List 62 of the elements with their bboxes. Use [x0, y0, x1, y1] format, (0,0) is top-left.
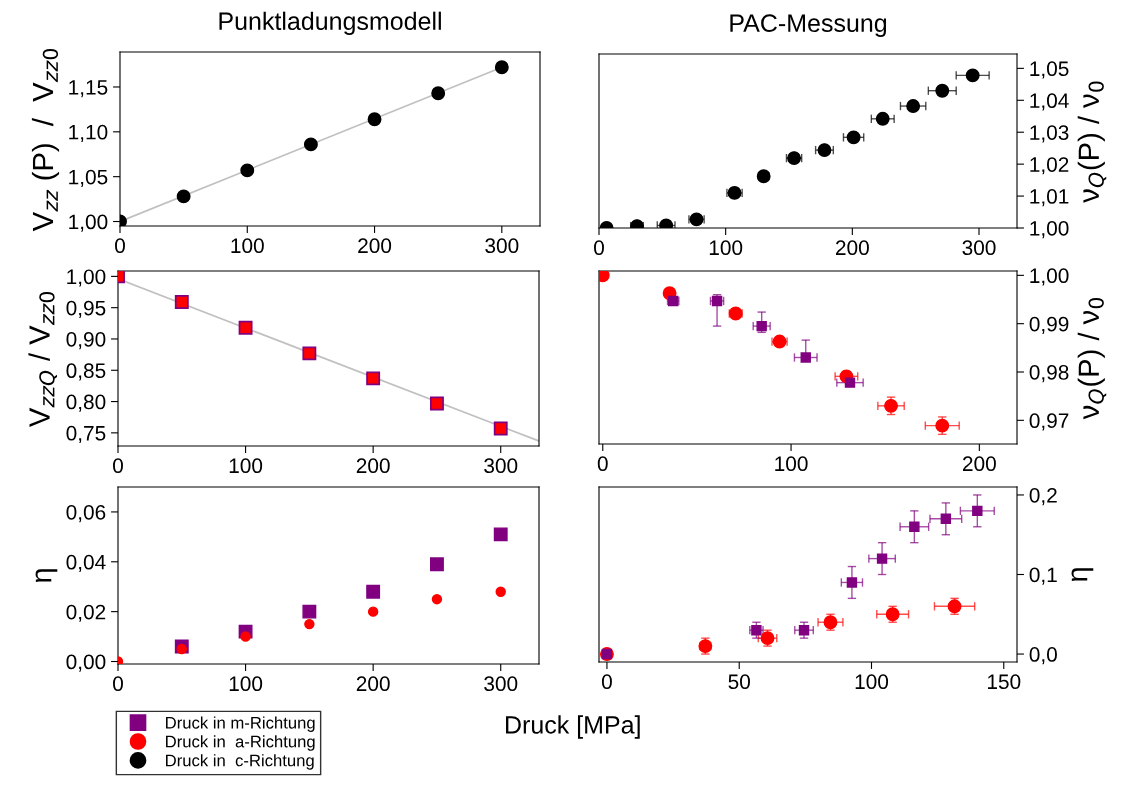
y-tick-label: 0,02 [66, 604, 106, 622]
y-tick-label: 1,00 [1030, 221, 1069, 239]
x-tick-label: 50 [728, 674, 750, 690]
x-tick-label: 300 [485, 238, 519, 254]
y-tick-label: 1,00 [69, 214, 108, 232]
x-axis-title: Druck [MPa] [506, 715, 640, 739]
y-axis-title: η [1071, 568, 1094, 582]
legend-label: Druck in c-Richtung [166, 754, 314, 770]
x-tick-label: 0 [113, 676, 123, 692]
y-tick-label: 0,00 [66, 654, 106, 672]
y-tick-label: 1,00 [1030, 268, 1069, 286]
y-tick-label: 1,15 [69, 80, 108, 98]
x-tick-label: 100 [229, 458, 263, 474]
y-tick-label: 1,00 [67, 269, 106, 287]
x-tick-label: 300 [484, 458, 518, 474]
x-tick-label: 0 [601, 674, 612, 690]
y-tick-label: 0,95 [66, 300, 106, 318]
y-tick-label: 1,05 [69, 169, 108, 187]
y-tick-label: 0,85 [66, 363, 106, 381]
x-tick-label: 150 [987, 674, 1021, 690]
x-tick-label: 0 [115, 238, 125, 254]
x-tick-label: 200 [963, 456, 996, 472]
y-tick-label: 0,2 [1029, 487, 1057, 506]
y-axis-title: V$_{zz}$ (P) / V$_{zz0}$ [31, 49, 60, 232]
y-axis-title: η [35, 569, 58, 583]
x-tick-label: 0 [594, 240, 604, 256]
y-tick-label: 1,04 [1030, 93, 1069, 111]
x-tick-label: 0 [113, 458, 123, 474]
y-tick-label: 0,04 [66, 554, 106, 572]
y-axis-title: ν$_{Q}$(P) / ν$_{0}$ [1077, 297, 1107, 420]
y-tick-label: 0,99 [1029, 316, 1069, 334]
y-axis-title: ν$_{Q}$(P) / ν$_{0}$ [1077, 81, 1107, 203]
x-tick-label: 100 [775, 456, 808, 472]
legend-label: Druck in m-Richtung [166, 716, 315, 732]
y-tick-label: 0,1 [1029, 567, 1057, 585]
y-tick-label: 1,10 [69, 124, 108, 143]
x-tick-label: 100 [855, 674, 889, 690]
y-tick-label: 0,98 [1029, 365, 1069, 383]
x-tick-label: 200 [358, 238, 392, 254]
y-tick-label: 0,0 [1029, 647, 1057, 665]
y-tick-label: 0,75 [66, 425, 106, 444]
y-tick-label: 1,01 [1030, 189, 1069, 207]
y-tick-label: 1,03 [1030, 125, 1069, 143]
x-tick-label: 100 [229, 676, 263, 692]
x-tick-label: 200 [836, 240, 869, 256]
y-tick-label: 0,80 [66, 394, 106, 412]
x-tick-label: 300 [484, 676, 518, 692]
y-tick-label: 1,05 [1030, 61, 1069, 79]
x-tick-label: 200 [356, 458, 390, 474]
x-tick-label: 100 [709, 240, 743, 256]
y-axis-title: V$_{zzQ}$ / V$_{zz0}$ [28, 292, 57, 428]
x-tick-label: 100 [231, 238, 264, 254]
y-tick-label: 0,90 [66, 331, 106, 350]
chart-title: Punktladungsmodell [219, 11, 441, 35]
legend-label: Druck in a-Richtung [166, 735, 315, 751]
y-tick-label: 0,97 [1029, 413, 1069, 431]
y-tick-label: 0,06 [66, 504, 106, 523]
x-tick-label: 200 [356, 676, 390, 692]
chart-title: PAC-Messung [730, 14, 887, 37]
x-tick-label: 300 [962, 240, 996, 256]
x-tick-label: 0 [597, 456, 608, 472]
y-tick-label: 1,02 [1030, 157, 1069, 175]
